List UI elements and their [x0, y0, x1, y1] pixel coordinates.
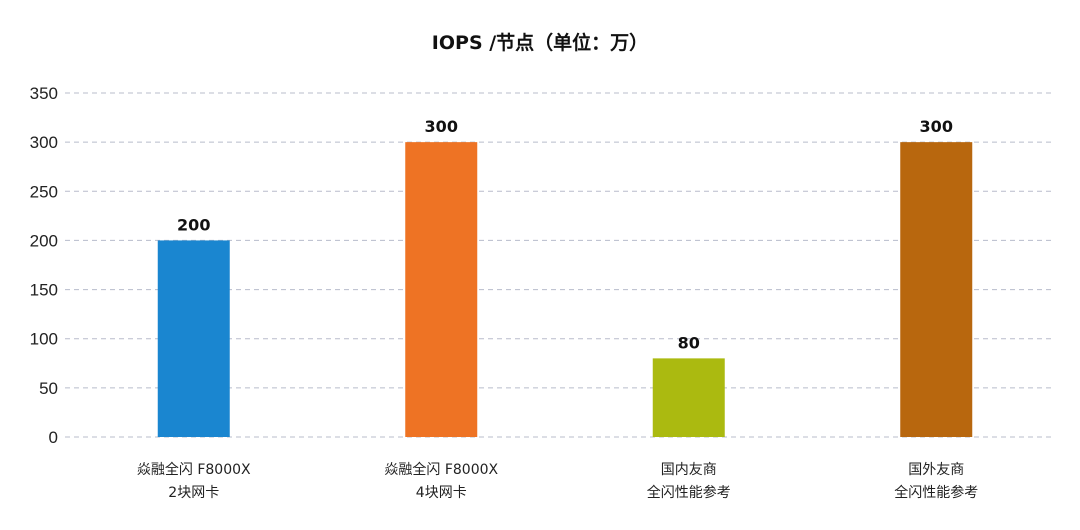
bar [405, 142, 478, 437]
bar [157, 240, 230, 437]
y-tick-label: 0 [49, 428, 58, 447]
x-category-label: 4块网卡 [416, 485, 467, 501]
x-category-label: 国内友商 [661, 462, 717, 478]
y-tick-label: 300 [30, 133, 58, 152]
x-category-label: 焱融全闪 F8000X [137, 461, 251, 478]
y-tick-label: 350 [30, 84, 58, 103]
data-label: 80 [678, 333, 700, 352]
y-tick-label: 100 [30, 330, 58, 349]
data-label: 300 [920, 117, 953, 136]
y-tick-label: 200 [30, 231, 58, 250]
x-category-label: 2块网卡 [168, 485, 219, 501]
bar [652, 358, 725, 437]
bar [900, 142, 973, 437]
x-category-label: 焱融全闪 F8000X [384, 461, 498, 478]
x-category-label: 国外友商 [908, 462, 964, 478]
data-label: 300 [425, 117, 458, 136]
x-category-label: 全闪性能参考 [894, 484, 978, 501]
chart-title: IOPS /节点（单位：万） [431, 32, 649, 54]
y-tick-label: 250 [30, 182, 58, 201]
data-label: 200 [177, 215, 210, 234]
y-tick-label: 50 [39, 379, 58, 398]
y-tick-label: 150 [30, 281, 58, 300]
x-category-label: 全闪性能参考 [647, 484, 731, 501]
